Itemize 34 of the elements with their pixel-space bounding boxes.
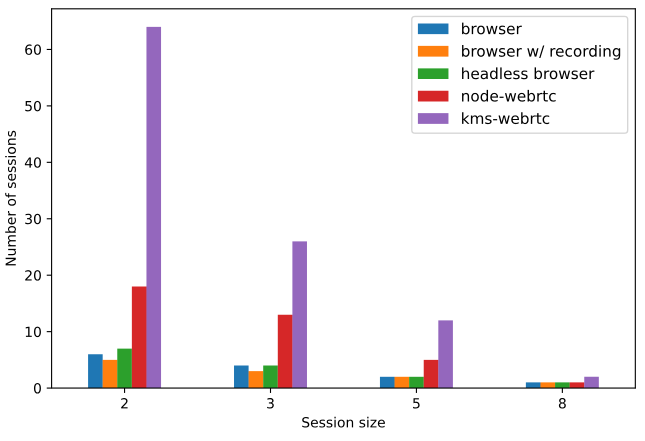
bar — [424, 360, 438, 388]
bar — [146, 26, 162, 388]
y-axis-title: Number of sessions — [5, 130, 16, 266]
x-tick-label: 2 — [121, 398, 128, 408]
legend-label: browser — [462, 22, 522, 34]
y-tick-label: 30 — [25, 214, 41, 224]
y-tick-label: 10 — [26, 326, 41, 338]
bar — [117, 348, 132, 388]
bar — [248, 371, 264, 388]
legend-label: node-webrtc — [462, 90, 556, 102]
x-tick-label: 3 — [267, 398, 274, 409]
legend-label: headless browser — [462, 67, 594, 80]
x-tick-label: 5 — [413, 398, 420, 409]
bar — [263, 366, 278, 388]
bar — [292, 241, 307, 388]
y-tick-label: 20 — [25, 270, 41, 281]
bar — [380, 376, 395, 388]
x-tick-label: 8 — [558, 398, 566, 409]
y-tick-label: 50 — [25, 100, 41, 112]
bar — [278, 314, 292, 388]
y-tick-label: 0 — [34, 383, 41, 394]
bar — [394, 376, 410, 388]
bar — [132, 286, 146, 388]
bar — [88, 354, 103, 388]
bar — [409, 376, 424, 388]
y-tick-label: 40 — [24, 157, 41, 168]
bar — [102, 360, 118, 388]
bar — [234, 366, 249, 388]
legend-label: kms-webrtc — [462, 112, 550, 124]
bar — [438, 320, 453, 388]
x-axis-title: Session size — [302, 416, 385, 428]
bar — [584, 376, 599, 388]
legend-label: browser w/ recording — [462, 44, 620, 60]
y-tick-label: 60 — [25, 44, 41, 55]
